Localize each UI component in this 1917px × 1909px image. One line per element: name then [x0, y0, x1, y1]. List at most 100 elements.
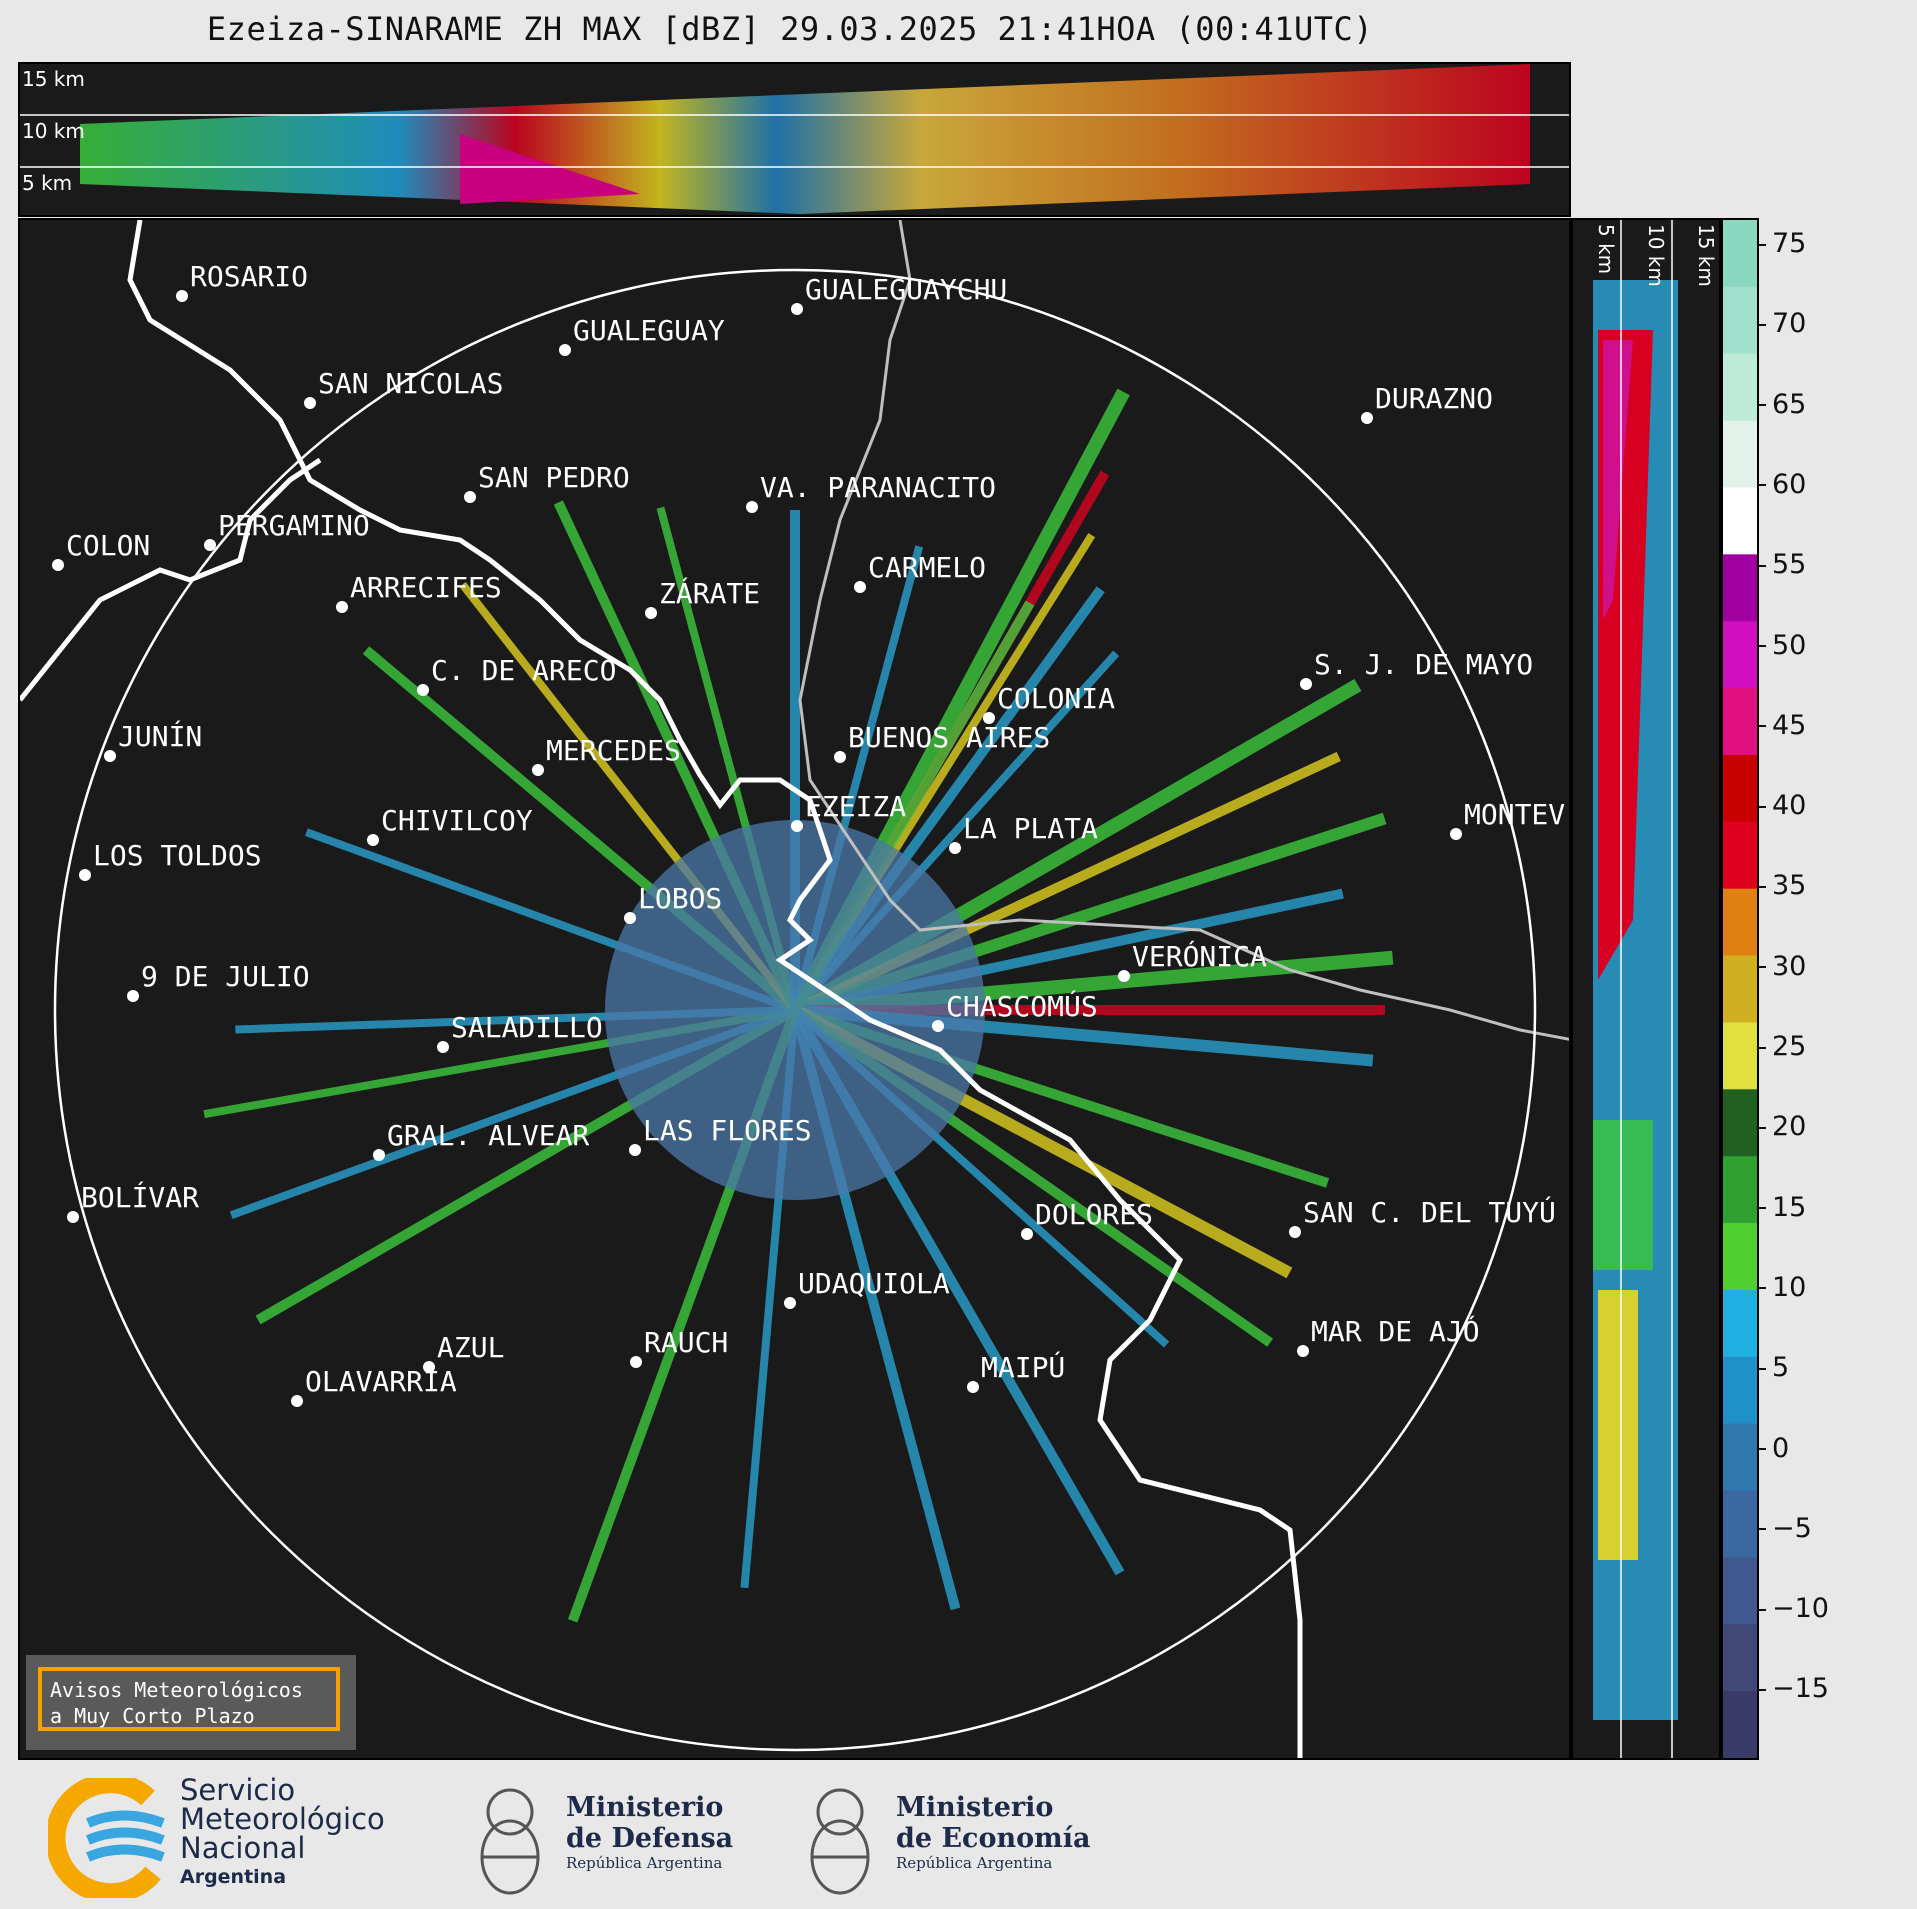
top-echo-band [80, 64, 1530, 214]
city-dot [204, 539, 216, 551]
colorbar-segment [1723, 420, 1757, 489]
range-ring [53, 268, 1537, 1752]
smn-line-3: Nacional [180, 1831, 306, 1865]
colorbar-segment [1723, 353, 1757, 422]
city-dot [291, 1395, 303, 1407]
colorbar-segment [1723, 1022, 1757, 1091]
footer: Servicio Meteorológico Nacional Argentin… [0, 1762, 1917, 1909]
city-dot [834, 751, 846, 763]
city-dot [176, 290, 188, 302]
colorbar-tick-label: 55 [1757, 549, 1806, 580]
city-dot [127, 990, 139, 1002]
colorbar-segment [1723, 286, 1757, 355]
warning-box[interactable]: Avisos Meteorológicos a Muy Corto Plazo [26, 1655, 356, 1750]
radar-map-svg: ROSARIO GUALEGUAYCHU GUALEGUAY SAN NICOLAS D… [20, 220, 1569, 1758]
city-label: MAIPÚ [981, 1350, 1065, 1384]
radar-core-echo [605, 820, 985, 1200]
city-label: ARRECIFES [350, 571, 502, 604]
city-label: 9 DE JULIO [141, 960, 310, 993]
city-dot [932, 1020, 944, 1032]
colorbar-svg [1723, 220, 1757, 1758]
city-dot [983, 712, 995, 724]
top-alt-5: 5 km [22, 171, 72, 195]
colorbar-segment [1723, 1289, 1757, 1358]
city-dot [1021, 1228, 1033, 1240]
radar-map[interactable]: ROSARIO GUALEGUAYCHU GUALEGUAY SAN NICOLAS D… [18, 218, 1571, 1760]
city-dot [104, 750, 116, 762]
city-label: GRAL. ALVEAR [387, 1119, 589, 1152]
city-label: SAN NICOLAS [318, 367, 503, 400]
colorbar-tick-label: 40 [1757, 790, 1806, 821]
warning-box-inner: Avisos Meteorológicos a Muy Corto Plazo [38, 1667, 340, 1731]
city-label: AZUL [437, 1331, 504, 1364]
city-label: BOLÍVAR [81, 1180, 199, 1214]
city-dot [532, 764, 544, 776]
city-dot [629, 1144, 641, 1156]
side-echo-green [1593, 1120, 1653, 1270]
city-label: BUENOS AIRES [848, 721, 1050, 754]
smn-line-2: Meteorológico [180, 1802, 385, 1836]
warning-line-1: Avisos Meteorológicos [50, 1678, 303, 1702]
colorbar [1721, 218, 1759, 1760]
colorbar-tick-label: −10 [1758, 1593, 1829, 1624]
colorbar-segment [1723, 621, 1757, 690]
coastline [127, 220, 1303, 1758]
city-dot [784, 1297, 796, 1309]
colorbar-tick-label: 15 [1757, 1192, 1806, 1223]
smn-logo-icon [48, 1778, 165, 1898]
economia-coat-of-arms-icon [810, 1788, 870, 1895]
colorbar-segment [1723, 1223, 1757, 1291]
city-dot [559, 344, 571, 356]
coast-west [20, 457, 322, 702]
colorbar-segment [1723, 1423, 1757, 1492]
colorbar-tick-label: 75 [1757, 228, 1806, 259]
colorbar-segment [1723, 487, 1757, 556]
colorbar-tick-label: 30 [1757, 951, 1806, 982]
city-label: LOS TOLDOS [93, 839, 262, 872]
city-label: LAS FLORES [643, 1114, 812, 1147]
smn-line-4: Argentina [180, 1866, 287, 1888]
colorbar-segment [1723, 955, 1757, 1024]
colorbar-segment [1723, 821, 1757, 890]
city-dot [854, 581, 866, 593]
defensa-logo-text: Ministerio de Defensa República Argentin… [566, 1792, 733, 1872]
city-dot [645, 607, 657, 619]
city-label: MERCEDES [546, 734, 681, 767]
colorbar-segment [1723, 220, 1757, 288]
city-markers: ROSARIO GUALEGUAYCHU GUALEGUAY SAN NICOLAS D… [52, 260, 1565, 1407]
colorbar-tick-label: 60 [1757, 469, 1806, 500]
colorbar-tick-label: 0 [1757, 1433, 1789, 1464]
side-cross-section: 5 km 10 km 15 km [1571, 218, 1721, 1760]
city-label: MAR DE AJÓ [1311, 1314, 1480, 1348]
city-label: LOBOS [638, 882, 722, 915]
colorbar-segment [1723, 1691, 1757, 1758]
defensa-coat-of-arms-icon [480, 1788, 540, 1895]
city-dot [791, 303, 803, 315]
city-dot [1361, 412, 1373, 424]
defensa-line-3: República Argentina [566, 1854, 723, 1872]
top-alt-10: 10 km [22, 119, 85, 143]
colorbar-segment [1723, 1356, 1757, 1425]
city-label: UDAQUIOLA [798, 1267, 950, 1300]
city-dot [630, 1356, 642, 1368]
city-label: MONTEV [1464, 798, 1565, 831]
side-cross-section-svg: 5 km 10 km 15 km [1593, 220, 1718, 1758]
city-dot [79, 869, 91, 881]
colorbar-segment [1723, 1156, 1757, 1225]
city-dot [437, 1041, 449, 1053]
city-label: JUNÍN [118, 719, 202, 753]
city-dot [423, 1361, 435, 1373]
colorbar-tick-label: 5 [1757, 1352, 1789, 1383]
city-label: CARMELO [868, 551, 986, 584]
colorbar-tick-label: 10 [1757, 1272, 1806, 1303]
top-cross-section: 15 km 10 km 5 km [18, 62, 1571, 217]
city-label: LA PLATA [963, 812, 1098, 845]
colorbar-segment [1723, 888, 1757, 957]
city-dot [1289, 1226, 1301, 1238]
city-label: DURAZNO [1375, 382, 1493, 415]
side-alt-15: 15 km [1694, 224, 1718, 287]
colorbar-tick-label: 45 [1757, 710, 1806, 741]
city-label: OLAVARRÍA [305, 1364, 457, 1398]
colorbar-segment [1723, 754, 1757, 823]
city-dot [1118, 970, 1130, 982]
